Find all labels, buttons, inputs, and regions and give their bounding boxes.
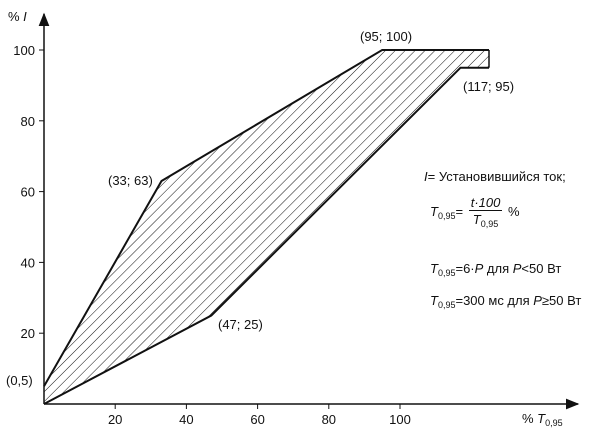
x-tick-label-60: 60 — [250, 412, 264, 427]
x-tick-label-100: 100 — [389, 412, 411, 427]
annotation-power-high: T0,95=300 мс для P≥50 Вт — [430, 293, 582, 310]
annotation-current: I= Установившийся ток; — [424, 169, 566, 184]
y-axis-label: % I — [8, 9, 27, 24]
lower-boundary-line — [43, 66, 489, 405]
point-label-95-100: (95; 100) — [360, 29, 413, 44]
y-tick-label-20: 20 — [21, 326, 35, 341]
x-tick-label-80: 80 — [322, 412, 336, 427]
upper-boundary-line — [43, 49, 489, 387]
point-label-117-95: (117; 95) — [463, 79, 515, 94]
point-label-0-5: (0,5) — [6, 373, 33, 388]
point-label-33-63: (33; 63) — [108, 173, 153, 188]
x-tick-label-20: 20 — [108, 412, 122, 427]
point-label-47-25: (47; 25) — [218, 317, 263, 332]
formula-fraction: t·100 T0,95 — [468, 195, 503, 229]
y-tick-label-100: 100 — [13, 43, 35, 58]
hatched-region — [44, 50, 489, 404]
annotation-formula: T0,95= t·100 T0,95 % — [430, 195, 520, 229]
x-tick-label-40: 40 — [179, 412, 193, 427]
y-tick-label-80: 80 — [21, 114, 35, 129]
y-tick-label-40: 40 — [21, 255, 35, 270]
y-tick-label-60: 60 — [21, 185, 35, 200]
annotation-power-low: T0,95=6·P для P<50 Вт — [430, 261, 562, 278]
x-axis-label: % T0,95 — [522, 411, 563, 428]
